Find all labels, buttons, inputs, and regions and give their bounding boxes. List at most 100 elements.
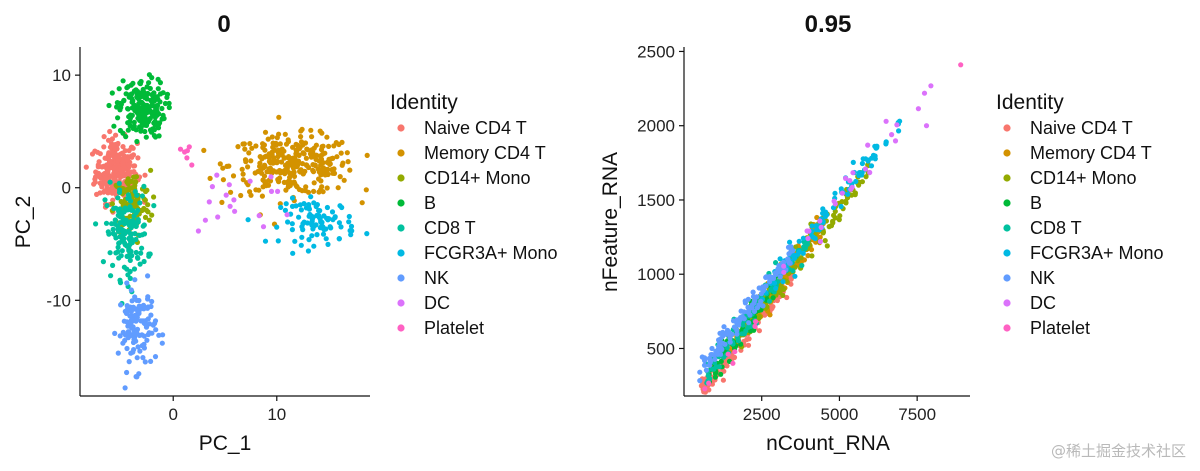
qc-point-cd14-mono — [822, 238, 828, 244]
qc-point-naive-cd4-t — [731, 354, 738, 360]
pca-point-platelet — [189, 162, 195, 168]
pca-point-naive-cd4-t — [95, 149, 101, 155]
pca-point-b — [145, 90, 151, 97]
pca-point-memory-cd4-t — [280, 147, 286, 154]
pca-point-cd14-mono — [149, 212, 155, 218]
pca-point-naive-cd4-t — [109, 190, 115, 196]
pca-point-cd14-mono — [151, 194, 157, 200]
pca-point-dc — [247, 178, 253, 184]
qc-point-nk — [733, 318, 740, 324]
pca-point-memory-cd4-t — [285, 137, 291, 143]
pca-point-cd8-t — [133, 236, 139, 243]
pca-legend-key — [397, 324, 405, 332]
pca-point-memory-cd4-t — [320, 189, 326, 195]
pca-point-platelet — [182, 149, 188, 155]
pca-point-nk — [126, 359, 132, 365]
qc-legend-key — [1003, 224, 1011, 232]
qc-point-cd8-t — [735, 338, 742, 344]
pca-point-dc — [268, 174, 274, 180]
pca-point-naive-cd4-t — [89, 151, 96, 157]
pca-point-b — [164, 91, 171, 97]
qc-point-fcgr3a-mono — [853, 178, 859, 185]
pca-point-nk — [156, 332, 162, 338]
pca-x-tick-label: 10 — [267, 405, 286, 424]
pca-point-memory-cd4-t — [306, 164, 312, 171]
pca-point-memory-cd4-t — [290, 144, 296, 150]
qc-point-fcgr3a-mono — [850, 159, 856, 165]
pca-point-naive-cd4-t — [98, 181, 104, 187]
pca-point-nk — [131, 306, 137, 312]
qc-point-platelet — [702, 386, 708, 392]
qc-legend-key — [1003, 324, 1011, 332]
qc-point-nk — [769, 274, 775, 280]
qc-point-naive-cd4-t — [784, 294, 790, 301]
pca-point-memory-cd4-t — [299, 126, 305, 132]
pca-legend-label: FCGR3A+ Mono — [424, 243, 558, 263]
qc-point-cd8-t — [707, 376, 713, 382]
pca-point-naive-cd4-t — [115, 157, 121, 164]
qc-legend-key — [1003, 149, 1011, 157]
pca-point-naive-cd4-t — [128, 144, 134, 150]
qc-point-dc — [781, 263, 787, 269]
pca-legend: Identity Naive CD4 T Memory CD4 T CD14+ Mo… — [390, 91, 558, 338]
qc-point-fcgr3a-mono — [896, 128, 902, 134]
pca-point-memory-cd4-t — [260, 144, 266, 151]
qc-point-fcgr3a-mono — [800, 250, 806, 256]
pca-point-memory-cd4-t — [292, 157, 298, 163]
qc-legend-label: Memory CD4 T — [1030, 143, 1152, 163]
pca-point-memory-cd4-t — [316, 169, 322, 175]
pca-point-b — [128, 82, 134, 88]
pca-point-memory-cd4-t — [318, 178, 324, 184]
pca-point-memory-cd4-t — [359, 200, 365, 206]
qc-point-nk — [746, 320, 752, 326]
qc-point-nk — [760, 288, 766, 294]
qc-point-nk — [751, 308, 758, 314]
qc-point-platelet — [706, 380, 712, 386]
pca-point-cd8-t — [128, 207, 134, 213]
pca-point-fcgr3a-mono — [289, 227, 295, 233]
pca-point-memory-cd4-t — [311, 188, 317, 194]
pca-point-naive-cd4-t — [124, 157, 130, 163]
qc-point-cd8-t — [773, 260, 779, 266]
pca-point-cd8-t — [106, 231, 112, 237]
pca-point-b — [161, 115, 167, 122]
pca-point-fcgr3a-mono — [298, 207, 304, 213]
qc-point-nk — [734, 327, 740, 333]
pca-legend-key — [397, 299, 405, 307]
pca-point-cd14-mono — [142, 197, 148, 203]
qc-point-dc — [804, 228, 810, 234]
pca-point-cd8-t — [138, 250, 144, 256]
pca-point-naive-cd4-t — [135, 155, 141, 161]
pca-point-b — [123, 134, 129, 140]
pca-point-fcgr3a-mono — [348, 223, 355, 229]
pca-point-cd8-t — [110, 226, 116, 232]
pca-point-memory-cd4-t — [320, 160, 326, 166]
qc-point-dc — [850, 170, 856, 176]
pca-point-nk — [130, 324, 136, 330]
pca-point-b — [155, 96, 161, 102]
qc-point-outlier — [923, 123, 930, 129]
pca-point-naive-cd4-t — [106, 150, 112, 156]
pca-point-cd8-t — [111, 205, 117, 212]
qc-point-nk — [701, 362, 708, 368]
pca-point-memory-cd4-t — [224, 163, 230, 169]
pca-point-cd8-t — [127, 275, 133, 281]
pca-point-memory-cd4-t — [316, 189, 322, 195]
qc-x-tick-label: 5000 — [821, 405, 859, 424]
pca-point-fcgr3a-mono — [323, 236, 329, 242]
pca-point-fcgr3a-mono — [298, 242, 304, 248]
qc-point-dc — [805, 235, 811, 242]
pca-point-memory-cd4-t — [246, 150, 252, 156]
qc-point-platelet — [732, 349, 738, 355]
qc-point-fcgr3a-mono — [796, 249, 802, 255]
pca-point-naive-cd4-t — [110, 197, 116, 203]
pca-point-naive-cd4-t — [111, 165, 117, 171]
pca-point-nk — [129, 298, 135, 304]
qc-point-fcgr3a-mono — [832, 190, 838, 196]
pca-point-fcgr3a-mono — [282, 207, 288, 213]
pca-point-cd14-mono — [142, 214, 149, 220]
pca-point-cd8-t — [135, 217, 141, 223]
qc-y-tick-label: 500 — [647, 339, 675, 358]
pca-point-fcgr3a-mono — [325, 241, 331, 247]
pca-point-b — [156, 133, 162, 139]
